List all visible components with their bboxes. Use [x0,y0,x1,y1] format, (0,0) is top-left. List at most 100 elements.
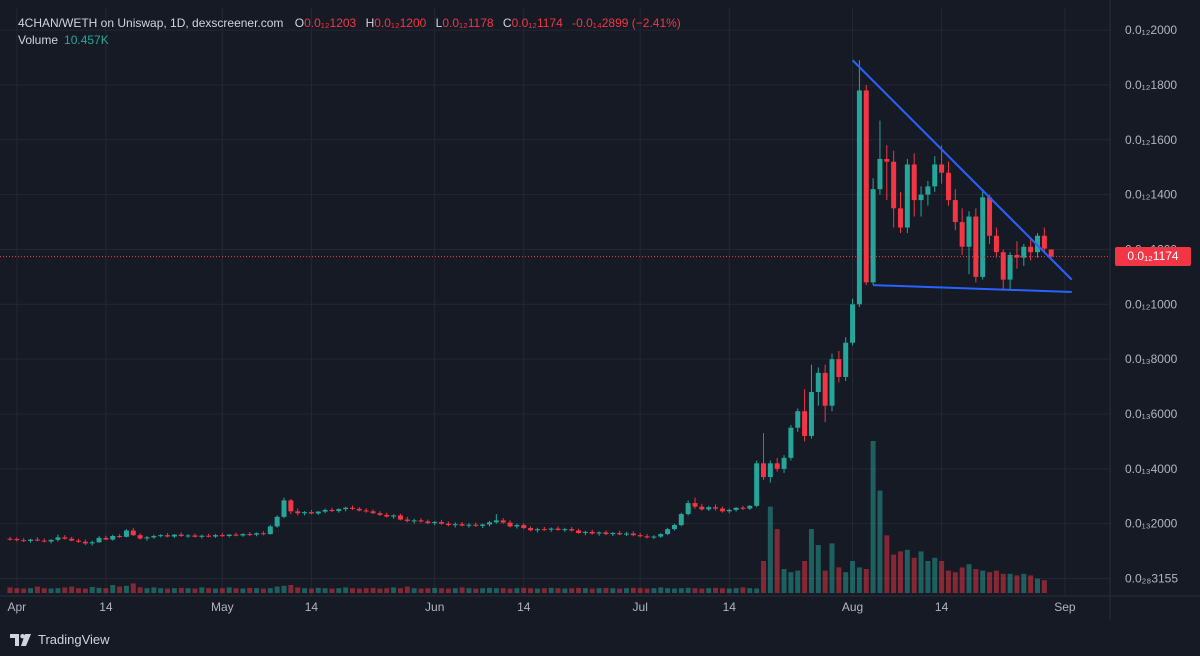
x-tick-label: 14 [935,600,949,614]
volume-bar [569,588,575,593]
candle-body [939,164,945,173]
x-tick-label: 14 [517,600,531,614]
low-label: L [435,16,443,30]
candle-body [952,200,958,223]
x-tick-label: May [211,600,234,614]
candle-body [178,534,184,536]
candle-body [1028,246,1034,253]
volume-bar [589,588,595,593]
candle-body [624,533,629,535]
volume-bar [192,588,198,593]
candle-body [206,535,212,537]
volume-bar [706,588,712,593]
volume-bar [404,586,410,593]
volume-bar [685,587,691,593]
volume-bar [96,587,102,593]
candle-body [706,507,712,510]
candle-body [966,216,972,247]
candle-body [1021,246,1027,258]
volume-bar [630,587,636,593]
volume-bar [7,587,13,593]
candle-body [391,515,397,517]
volume-bar [637,588,643,593]
volume-bar [767,506,773,593]
candle-body [41,540,47,542]
volume-bar [466,588,472,593]
chart-legend: 4CHAN/WETH on Uniswap, 1D, dexscreener.c… [18,15,681,31]
volume-bar [651,588,657,593]
candle-body [836,359,842,377]
candle-body [870,189,876,283]
candle-body [534,529,540,531]
candle-body [761,463,766,478]
volume-bar [1028,575,1034,593]
pair-title: 4CHAN/WETH on Uniswap, 1D, dexscreener.c… [18,16,284,30]
candle-body [377,513,383,515]
candle-body [185,535,191,537]
y-tick-label: 0.0₁₃6000 [1125,407,1178,421]
candle-body [767,463,773,478]
volume-bar [815,545,821,593]
y-tick-label: 0.0₁₂1000 [1125,297,1177,311]
volume-bar [411,588,417,593]
y-tick-label: 0.0₂₈3155 [1125,572,1178,586]
volume-bar [281,585,287,593]
volume-bar [302,588,308,593]
volume-bar [932,557,938,593]
candle-body [754,463,760,506]
volume-bar [322,588,328,593]
candle-body [644,536,650,538]
candle-body [808,392,814,436]
candle-body [343,507,349,510]
volume-bar [500,588,506,593]
volume-bar [898,551,903,593]
volume-bar [219,588,225,593]
candle-body [274,516,280,527]
x-tick-label: 14 [723,600,737,614]
volume-bar [165,588,171,593]
volume-bar [877,490,883,593]
volume-bar [534,588,540,593]
candle-body [192,535,198,537]
volume-bar [397,588,403,593]
volume-bar [761,561,766,593]
candle-body [713,507,719,509]
volume-bar [171,588,177,593]
candle-body [1014,254,1020,258]
volume-bar [980,570,986,593]
candle-body [692,503,698,507]
candle-body [226,534,232,536]
candle-body [171,534,177,537]
volume-bar [439,588,445,593]
volume-bar [295,587,301,593]
volume-bar [363,588,369,593]
volume-bar [555,588,561,593]
volume-bar [713,587,719,593]
volume-bar [973,569,979,593]
volume-bar [870,441,876,593]
volume-bar [1041,580,1047,593]
volume-bar [308,588,314,593]
candle-body [959,222,965,247]
candle-body [219,535,225,537]
volume-bar [370,587,376,593]
volume-legend: Volume 10.457K [18,33,109,47]
tradingview-logo[interactable]: TradingView [10,632,110,647]
volume-label: Volume [18,33,59,47]
volume-bar [274,586,280,593]
candle-body [651,536,657,538]
volume-bar [480,588,486,593]
candle-body [719,508,725,512]
volume-bar [76,588,81,593]
change-value: -0.0₁₄2899 (−2.41%) [572,16,681,30]
volume-bar [993,570,999,593]
candle-body [356,508,362,511]
volume-bar [260,588,266,593]
candle-body [541,529,547,531]
candle-body [726,509,732,512]
candle-body [439,522,445,524]
candle-body [452,524,458,526]
volume-bar [699,588,705,593]
volume-bar [829,543,835,593]
